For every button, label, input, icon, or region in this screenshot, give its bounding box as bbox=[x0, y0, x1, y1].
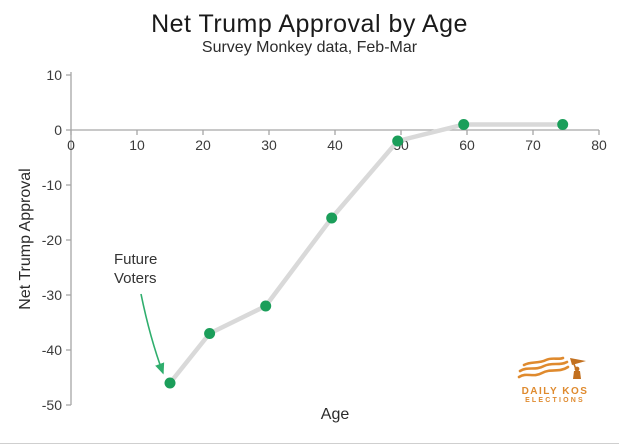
annotation-line: Voters bbox=[114, 270, 157, 287]
logo-daily-kos-text: DAILY KOS bbox=[521, 386, 589, 397]
x-tick-label: 10 bbox=[129, 137, 145, 153]
data-point bbox=[557, 119, 569, 130]
y-tick-label: -40 bbox=[42, 342, 62, 358]
x-tick-label: 0 bbox=[67, 137, 75, 153]
daily-kos-logo: DAILY KOS ELECTIONS bbox=[512, 355, 598, 404]
future-voters-annotation: Future Voters bbox=[114, 250, 157, 288]
data-point bbox=[392, 135, 404, 147]
data-point bbox=[326, 212, 338, 224]
x-tick-label: 70 bbox=[525, 137, 541, 153]
y-tick-label: -30 bbox=[42, 287, 62, 303]
x-axis-title: Age bbox=[320, 406, 350, 423]
x-tick-label: 20 bbox=[195, 137, 211, 153]
chart-title: Net Trump Approval by Age bbox=[151, 10, 468, 38]
y-tick-label: -50 bbox=[42, 397, 62, 413]
y-tick-label: 0 bbox=[54, 122, 62, 138]
data-point bbox=[204, 328, 216, 339]
x-tick-label: 40 bbox=[327, 137, 343, 153]
x-tick-label: 80 bbox=[591, 137, 607, 153]
x-tick-label: 60 bbox=[459, 137, 475, 153]
series-line bbox=[167, 122, 565, 386]
data-point bbox=[260, 300, 272, 312]
chart-subtitle: Survey Monkey data, Feb-Mar bbox=[201, 39, 418, 56]
annotation-arrow bbox=[140, 293, 165, 375]
y-tick-label: -10 bbox=[42, 177, 62, 193]
y-tick-label: 10 bbox=[46, 67, 62, 83]
x-tick-label: 30 bbox=[261, 137, 277, 153]
logo-flag-icon bbox=[517, 356, 586, 379]
data-point bbox=[458, 119, 470, 130]
y-tick-label: -20 bbox=[42, 232, 62, 248]
data-point bbox=[164, 377, 176, 389]
annotation-line: Future bbox=[114, 251, 158, 268]
logo-elections-text: ELECTIONS bbox=[525, 397, 585, 404]
